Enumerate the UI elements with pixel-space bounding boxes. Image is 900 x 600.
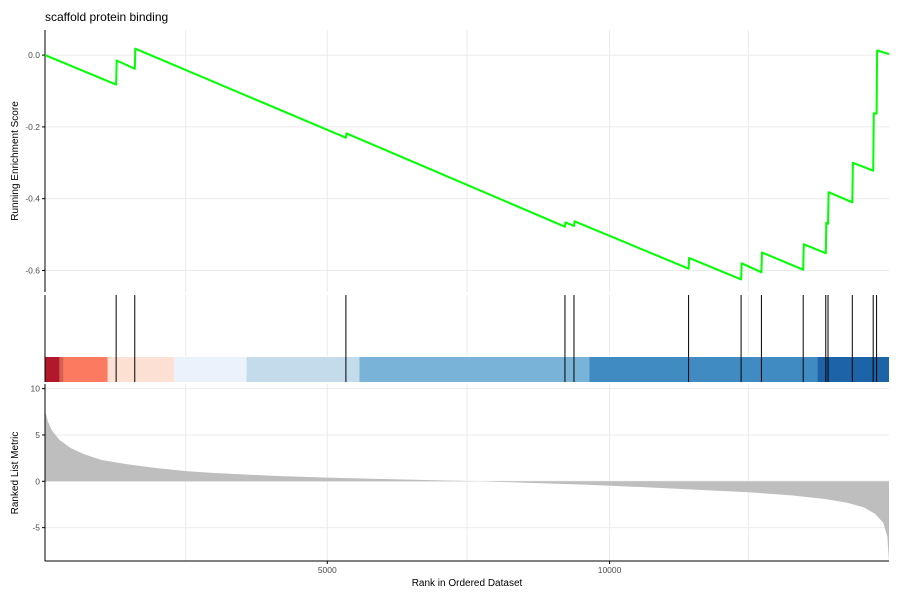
color-bar-segment <box>45 357 60 382</box>
color-bar-segment <box>359 357 590 382</box>
color-bar-segment <box>246 357 360 382</box>
y-tick-label: -0.6 <box>25 265 40 275</box>
y-tick-label: -5 <box>32 523 40 533</box>
y-tick-label: 5 <box>35 430 40 440</box>
running-score-line <box>44 47 890 281</box>
color-bar-segment <box>59 357 64 382</box>
color-bar-segment <box>107 357 175 382</box>
color-bar-segment <box>589 357 818 382</box>
running-score-panel: 0.0 -0.2 -0.4 -0.6 <box>25 30 890 292</box>
color-bar-segment <box>174 357 247 382</box>
y-axis-label-running-score: Running Enrichment Score <box>10 101 21 221</box>
y-tick-label: 10 <box>31 384 41 394</box>
y-tick-label: 0.0 <box>28 50 40 60</box>
x-tick-label: 5000 <box>318 565 337 575</box>
x-tick-label: 10000 <box>598 565 622 575</box>
ranked-metric-area <box>45 410 889 561</box>
hits-panel <box>44 295 889 382</box>
x-axis-label: Rank in Ordered Dataset <box>412 578 523 589</box>
color-bar-segment <box>63 357 108 382</box>
y-tick-label: 0 <box>35 476 40 486</box>
y-axis-label-ranked-metric: Ranked List Metric <box>10 432 21 515</box>
chart-title: scaffold protein binding <box>45 10 168 24</box>
y-tick-label: -0.4 <box>25 194 40 204</box>
ranked-metric-panel: 10 5 0 -5 5000 10000 <box>31 384 889 575</box>
y-tick-label: -0.2 <box>25 122 40 132</box>
